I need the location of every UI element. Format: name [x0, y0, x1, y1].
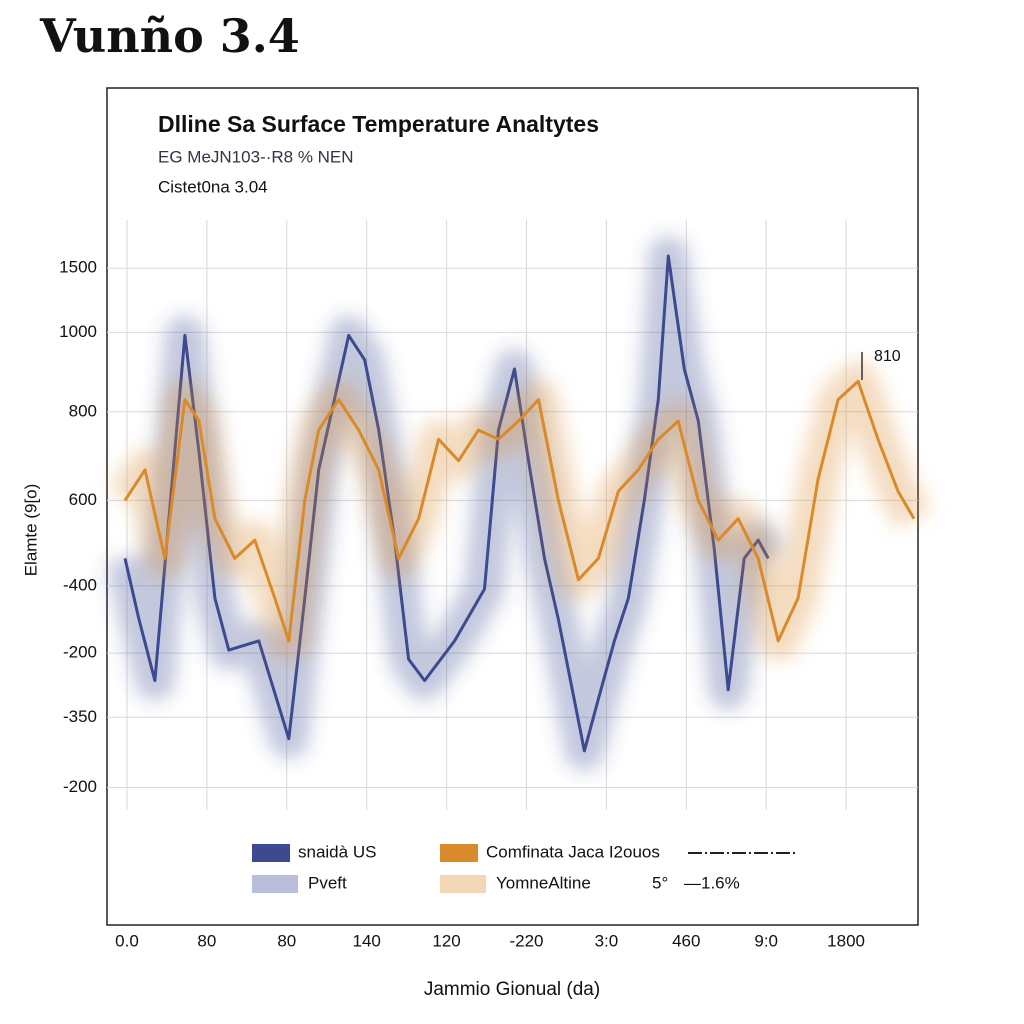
x-tick-label: 140	[352, 931, 380, 950]
chart-title: Dlline Sa Surface Temperature Analtytes	[158, 111, 599, 137]
x-tick-label: -220	[509, 931, 543, 950]
legend: snaidà US Comfinata Jaca I2ouos Pveft Yomne…	[252, 842, 796, 893]
series-line	[123, 254, 770, 753]
y-tick-label: -350	[63, 707, 97, 726]
x-tick-label: 3:0	[595, 931, 619, 950]
y-tick-label: -200	[63, 643, 97, 662]
y-tick-label: 600	[69, 490, 97, 509]
y-tick-label: -400	[63, 575, 97, 594]
x-tick-label: 1800	[827, 931, 865, 950]
series-line	[123, 379, 916, 643]
legend-label: 5°	[652, 873, 668, 892]
x-axis-label: Jammio Gionual (da)	[424, 979, 600, 1000]
x-tick-label: 9:0	[754, 931, 778, 950]
chart-subtitle: EG MeJN103-·R8 % NEN	[158, 147, 354, 166]
y-tick-label: 1000	[59, 322, 97, 341]
y-axis-label: Elamte (9[o)	[21, 484, 40, 577]
y-tick-label: 1500	[59, 258, 97, 277]
x-tick-label: 80	[277, 931, 296, 950]
legend-swatch	[252, 844, 290, 862]
legend-swatch	[440, 844, 478, 862]
chart-subtitle: Cistet0na 3.04	[158, 177, 268, 196]
legend-swatch	[252, 875, 298, 893]
annotation: 810	[874, 348, 901, 365]
legend-label: —1.6%	[684, 873, 740, 892]
page-header: Vunño 3.4	[39, 9, 300, 63]
x-tick-label: 0.0	[115, 931, 139, 950]
plot-frame	[106, 87, 919, 926]
x-tick-label: 80	[197, 931, 216, 950]
legend-label: Pveft	[308, 873, 347, 892]
x-tick-label: 120	[432, 931, 460, 950]
y-tick-label: -200	[63, 777, 97, 796]
y-tick-label: 800	[69, 401, 97, 420]
legend-label: snaidà US	[298, 842, 376, 861]
legend-label: YomneAltine	[496, 873, 591, 892]
legend-swatch	[440, 875, 486, 893]
x-tick-label: 460	[672, 931, 700, 950]
plot-area	[105, 220, 932, 810]
legend-label: Comfinata Jaca I2ouos	[486, 842, 660, 861]
